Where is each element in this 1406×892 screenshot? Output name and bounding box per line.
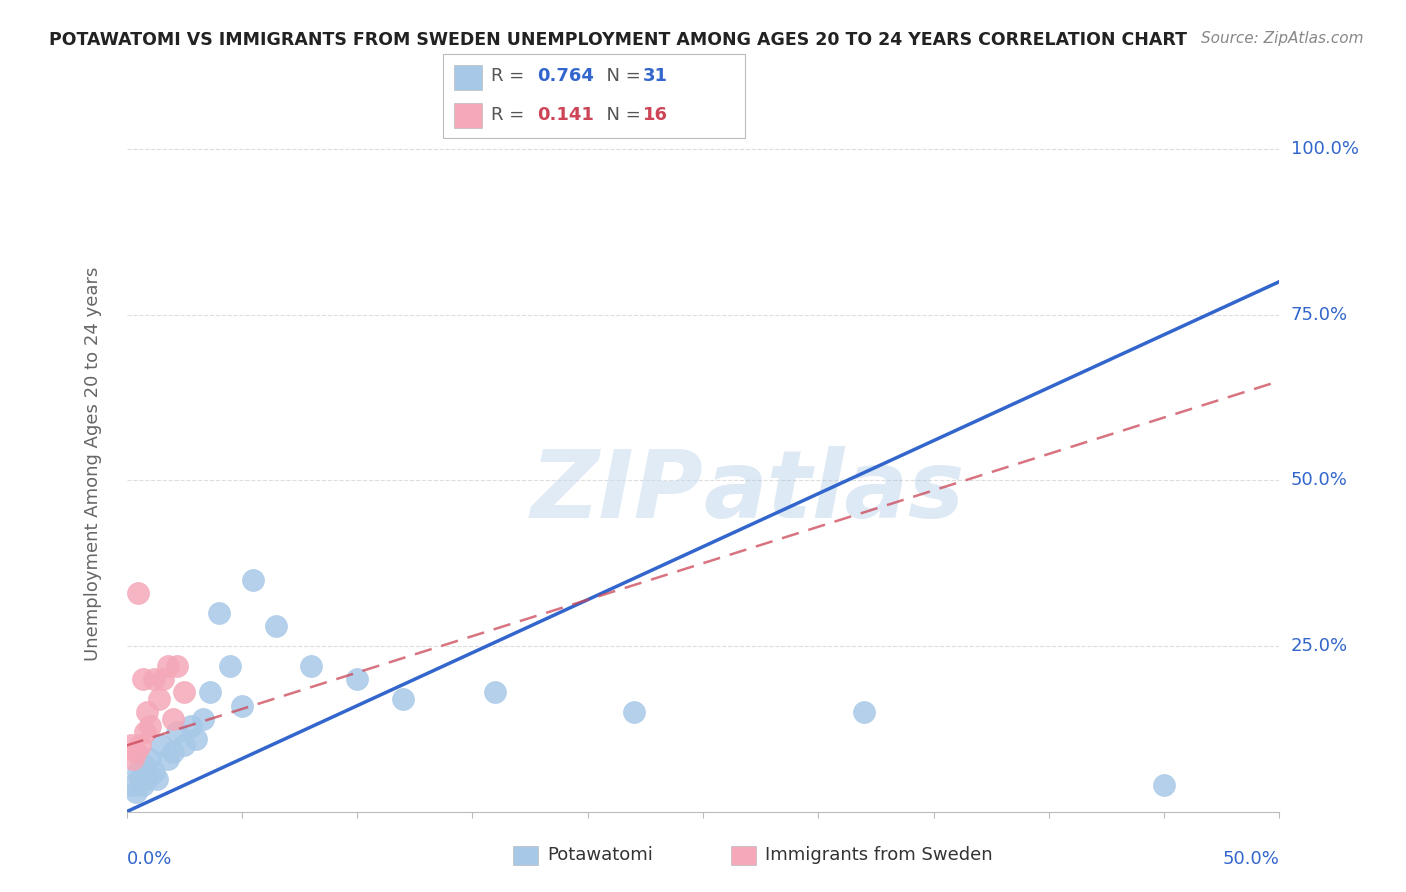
Text: N =: N = bbox=[595, 105, 647, 123]
Point bbox=[150, 739, 173, 753]
Point bbox=[136, 772, 159, 786]
Point bbox=[208, 606, 231, 620]
Y-axis label: Unemployment Among Ages 20 to 24 years: Unemployment Among Ages 20 to 24 years bbox=[84, 267, 103, 661]
Text: 75.0%: 75.0% bbox=[1291, 306, 1348, 324]
Point bbox=[623, 706, 645, 720]
Text: Immigrants from Sweden: Immigrants from Sweden bbox=[765, 847, 993, 864]
Text: 16: 16 bbox=[643, 105, 668, 123]
Text: N =: N = bbox=[595, 68, 647, 86]
Text: ZIP: ZIP bbox=[530, 446, 703, 538]
Text: 0.764: 0.764 bbox=[537, 68, 593, 86]
Point bbox=[484, 685, 506, 699]
Point bbox=[148, 692, 170, 706]
Point bbox=[157, 659, 180, 673]
Text: 50.0%: 50.0% bbox=[1291, 471, 1348, 490]
Point bbox=[136, 706, 159, 720]
Point bbox=[125, 785, 148, 799]
Text: POTAWATOMI VS IMMIGRANTS FROM SWEDEN UNEMPLOYMENT AMONG AGES 20 TO 24 YEARS CORR: POTAWATOMI VS IMMIGRANTS FROM SWEDEN UNE… bbox=[49, 31, 1187, 49]
Point bbox=[131, 672, 153, 686]
Point bbox=[173, 685, 195, 699]
Point bbox=[266, 619, 288, 633]
Point bbox=[134, 725, 156, 739]
Text: Potawatomi: Potawatomi bbox=[547, 847, 652, 864]
Point bbox=[166, 659, 188, 673]
Point bbox=[120, 739, 142, 753]
Point bbox=[191, 712, 214, 726]
Point bbox=[184, 731, 207, 746]
Point bbox=[138, 718, 160, 732]
Text: atlas: atlas bbox=[703, 446, 965, 538]
Point bbox=[131, 778, 153, 792]
Point bbox=[180, 718, 202, 732]
Point bbox=[122, 752, 145, 766]
Text: R =: R = bbox=[491, 68, 530, 86]
Point bbox=[173, 739, 195, 753]
Point bbox=[242, 573, 264, 587]
Text: 0.141: 0.141 bbox=[537, 105, 593, 123]
Text: 100.0%: 100.0% bbox=[1291, 140, 1360, 158]
Text: Source: ZipAtlas.com: Source: ZipAtlas.com bbox=[1201, 31, 1364, 46]
Point bbox=[145, 772, 167, 786]
Point bbox=[122, 778, 145, 792]
Point bbox=[198, 685, 221, 699]
Point bbox=[1153, 778, 1175, 792]
Point bbox=[143, 764, 166, 779]
Point bbox=[853, 706, 876, 720]
Point bbox=[299, 659, 322, 673]
Point bbox=[125, 745, 148, 759]
Point bbox=[152, 672, 174, 686]
Point bbox=[392, 692, 415, 706]
Point bbox=[346, 672, 368, 686]
Point bbox=[134, 758, 156, 772]
Point bbox=[129, 739, 152, 753]
Point bbox=[162, 745, 184, 759]
Point bbox=[166, 725, 188, 739]
Point bbox=[138, 752, 160, 766]
Point bbox=[219, 659, 242, 673]
Point bbox=[127, 764, 149, 779]
Point bbox=[127, 586, 149, 600]
Point bbox=[231, 698, 253, 713]
Point bbox=[129, 772, 152, 786]
Text: 50.0%: 50.0% bbox=[1223, 850, 1279, 868]
Text: 0.0%: 0.0% bbox=[127, 850, 172, 868]
Point bbox=[162, 712, 184, 726]
Point bbox=[143, 672, 166, 686]
Text: 25.0%: 25.0% bbox=[1291, 637, 1348, 655]
Text: 31: 31 bbox=[643, 68, 668, 86]
Text: R =: R = bbox=[491, 105, 530, 123]
Point bbox=[157, 752, 180, 766]
